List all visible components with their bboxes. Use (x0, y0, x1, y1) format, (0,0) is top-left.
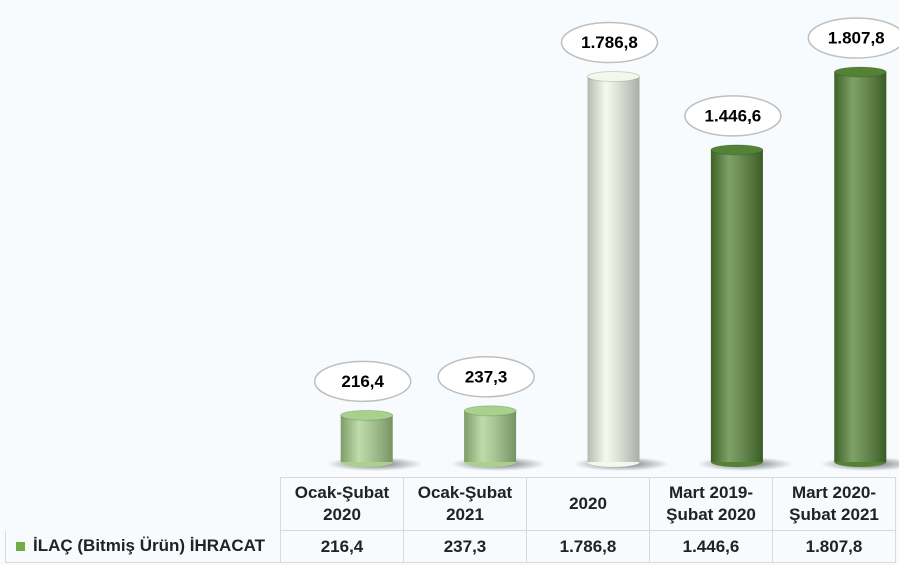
bar (710, 144, 764, 467)
table-value: 1.446,6 (649, 530, 773, 563)
series-label-cell: İLAÇ (Bitmiş Ürün) İHRACAT (5, 530, 281, 563)
chart: 216,4 237,3 1.786,8 1.446,6 1.807,8 (313, 17, 899, 471)
label-bubble (437, 356, 535, 398)
corner (5, 477, 281, 531)
series-name: İLAÇ (Bitmiş Ürün) İHRACAT (33, 536, 265, 556)
data-label: 1.807,8 (828, 28, 885, 47)
bar (833, 66, 887, 467)
category-label: 2020 (526, 477, 650, 531)
table-value: 1.807,8 (772, 530, 896, 563)
label-bubble (807, 17, 899, 59)
bar (587, 71, 640, 467)
data-label: 216,4 (341, 372, 384, 391)
category-label: Mart 2020-Şubat 2021 (772, 477, 896, 531)
data-table: Ocak-Şubat 2020 Ocak-Şubat 2021 2020 Mart 2… (5, 477, 896, 563)
label-bubble (313, 360, 412, 403)
category-label: Ocak-Şubat 2020 (280, 477, 404, 531)
label-bubble (560, 21, 659, 64)
legend-key (16, 542, 25, 552)
data-label: 1.446,6 (705, 106, 762, 125)
table-value: 237,3 (403, 530, 527, 563)
data-label: 1.786,8 (581, 33, 638, 52)
data-label: 237,3 (465, 367, 508, 386)
table-value: 1.786,8 (526, 530, 650, 563)
data-row: İLAÇ (Bitmiş Ürün) İHRACAT 216,4 237,3 1.78… (5, 530, 896, 563)
category-label: Ocak-Şubat 2021 (403, 477, 527, 531)
bar (340, 409, 394, 467)
category-label: Mart 2019-Şubat 2020 (649, 477, 773, 531)
table-value: 216,4 (280, 530, 404, 563)
header-row: Ocak-Şubat 2020 Ocak-Şubat 2021 2020 Mart 2… (5, 477, 896, 531)
label-bubble (684, 95, 782, 137)
bar (463, 405, 517, 467)
